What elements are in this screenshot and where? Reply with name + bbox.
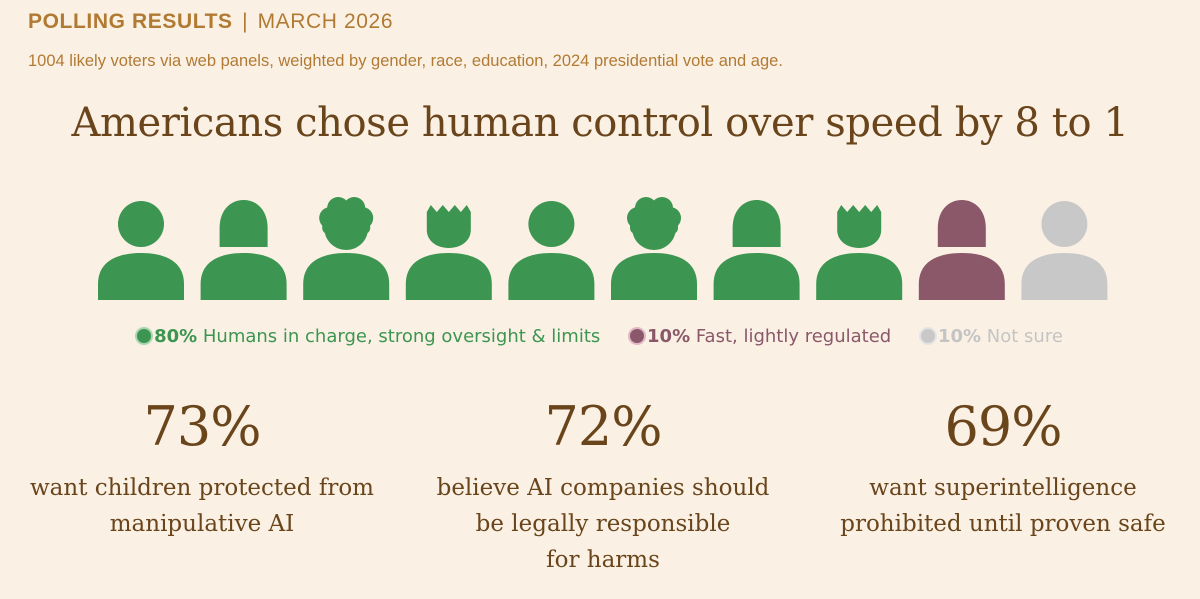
stat-line: want children protected from: [30, 475, 374, 501]
person-icon: [918, 200, 1005, 300]
stat-line: for harms: [546, 547, 660, 573]
stat-description: want children protected from manipulativ…: [2, 470, 402, 542]
legend-item-not-sure: 10% Not sure: [920, 325, 1063, 347]
person-icon: [303, 197, 390, 300]
person-icon: [611, 197, 697, 300]
stat-number: 69%: [944, 395, 1062, 458]
stat-line: want superintelligence: [869, 475, 1137, 501]
stat-line: manipulative AI: [109, 511, 295, 537]
person-icon: [200, 200, 287, 300]
person-icon: [1021, 201, 1108, 300]
legend-dot-gray: [920, 328, 935, 343]
stat-line: believe AI companies should: [436, 475, 770, 501]
legend-item-fast-lightly-regulated: 10% Fast, lightly regulated: [630, 326, 891, 347]
pictograph-svg: [98, 197, 1108, 300]
person-icon: [98, 201, 184, 300]
stat-superintelligence-prohibited: 69% want superintelligence prohibited un…: [803, 392, 1200, 542]
header-label: POLLING RESULTS: [28, 10, 233, 33]
legend-pct: 10%: [647, 325, 691, 347]
stat-description: want superintelligence prohibited until …: [803, 470, 1200, 542]
legend-label: Not sure: [986, 325, 1063, 347]
header-date: MARCH 2026: [257, 10, 394, 33]
legend-pct: 10%: [937, 325, 982, 347]
subtitle: 1004 likely voters via web panels, weigh…: [28, 52, 783, 70]
stat-number: 73%: [143, 395, 261, 458]
header-separator: |: [242, 10, 249, 33]
stat-line: be legally responsible: [475, 511, 731, 537]
legend-dot-green: [137, 328, 152, 343]
stat-children-protected: 73% want children protected from manipul…: [2, 392, 402, 542]
person-icon: [713, 200, 800, 300]
legend-label: Humans in charge, strong oversight & lim…: [202, 325, 601, 347]
chart-title: Americans chose human control over speed…: [71, 100, 1129, 146]
legend-item-humans-in-charge: 80% Humans in charge, strong oversight &…: [137, 326, 600, 347]
stat-companies-responsible: 72% believe AI companies should be legal…: [403, 392, 803, 578]
person-icon: [508, 201, 595, 300]
legend-dot-purple: [630, 328, 645, 343]
legend: 80% Humans in charge, strong oversight &…: [0, 325, 1200, 347]
legend-label: Fast, lightly regulated: [695, 325, 892, 347]
stat-number: 72%: [544, 395, 662, 458]
header: POLLING RESULTS | MARCH 2026: [28, 10, 393, 34]
legend-pct: 80%: [154, 325, 198, 347]
person-icon: [816, 205, 903, 300]
stat-line: prohibited until proven safe: [840, 511, 1166, 537]
pictograph-row: [0, 190, 1200, 306]
person-icon: [405, 205, 492, 300]
stat-description: believe AI companies should be legally r…: [403, 470, 803, 578]
